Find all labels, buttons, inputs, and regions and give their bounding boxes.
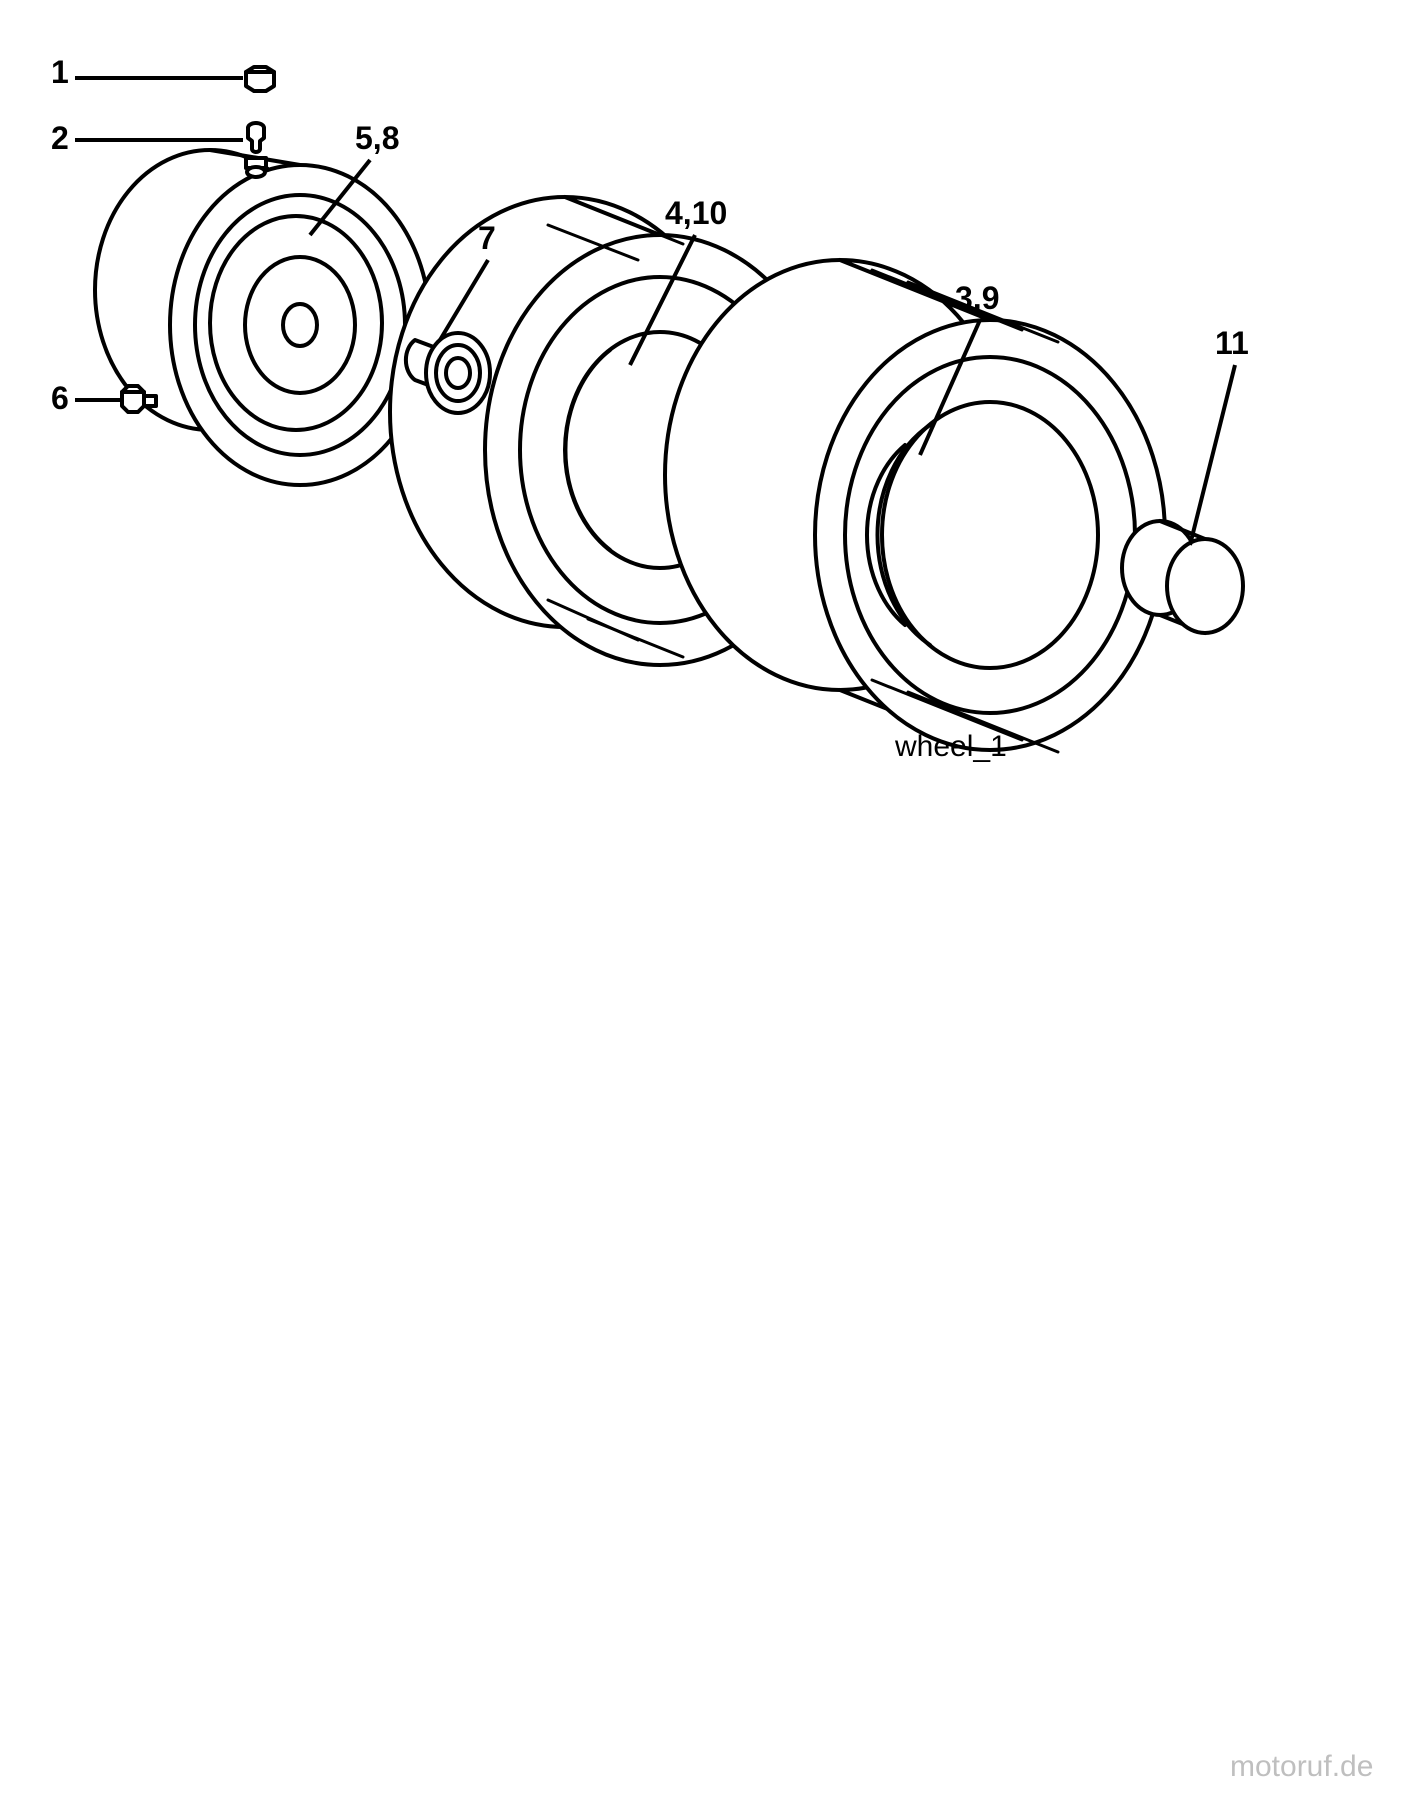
part-valve-2 <box>246 123 266 177</box>
callout-5-8: 5,8 <box>355 120 399 157</box>
callout-11: 11 <box>1215 325 1249 362</box>
part-cap-1 <box>246 67 274 91</box>
callout-4-10: 4,10 <box>665 195 727 232</box>
diagram-svg <box>0 0 1401 1800</box>
callout-3-9: 3,9 <box>955 280 999 317</box>
callout-1: 1 <box>51 54 69 91</box>
watermark: motoruf.de <box>1230 1750 1373 1784</box>
callout-7: 7 <box>478 220 496 257</box>
part-rim <box>95 150 430 485</box>
callout-6: 6 <box>51 380 69 417</box>
callout-2: 2 <box>51 120 69 157</box>
diagram-name-label: wheel_1 <box>895 730 1007 764</box>
part-tire-3-9 <box>665 260 1165 752</box>
